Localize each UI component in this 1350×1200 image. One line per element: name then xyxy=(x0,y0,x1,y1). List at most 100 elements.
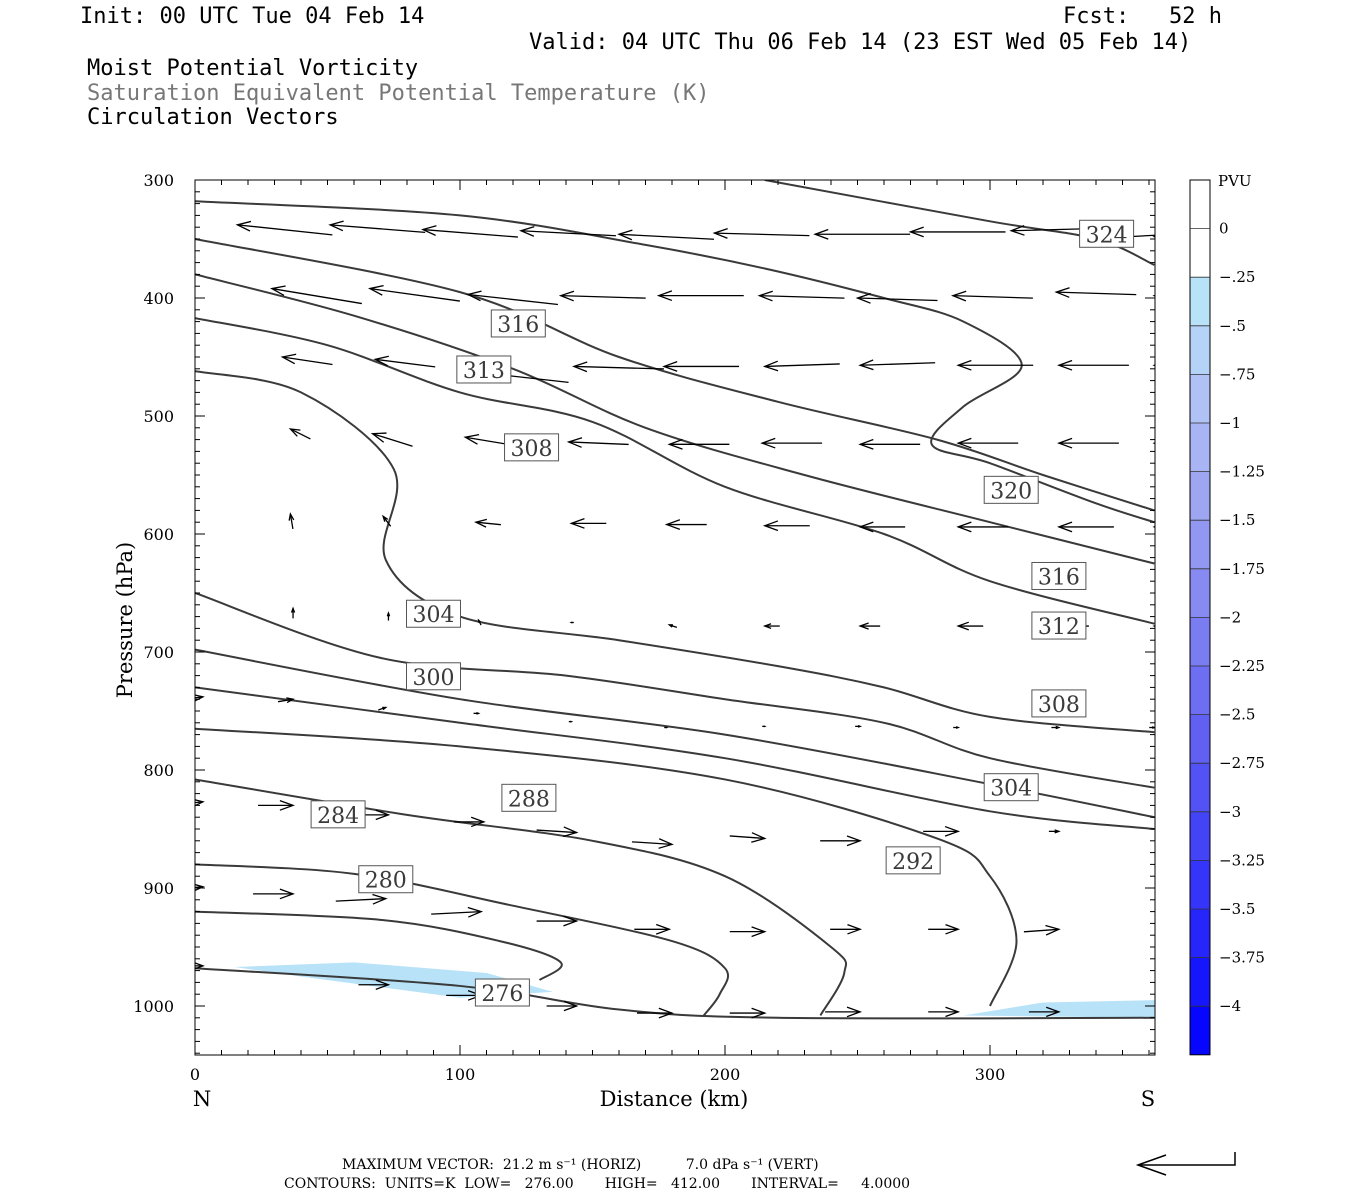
contour-label: 316 xyxy=(1031,561,1087,590)
circulation-vector xyxy=(617,229,715,241)
circulation-vector xyxy=(290,606,296,619)
circulation-vector xyxy=(558,290,646,302)
colorbar-swatch xyxy=(1190,568,1210,618)
circulation-vector xyxy=(953,726,961,729)
circulation-vector xyxy=(195,883,205,892)
colorbar-label: 0 xyxy=(1219,220,1229,238)
circulation-vector xyxy=(235,220,333,236)
x-tick-label: 100 xyxy=(445,1065,476,1084)
theta-e-contour-324 xyxy=(764,180,1155,266)
circulation-vector xyxy=(569,517,607,529)
circulation-vector xyxy=(760,437,823,449)
colorbar-swatch xyxy=(1190,909,1210,958)
theta-e-contour-284 xyxy=(195,863,730,1017)
cross-section-chart: 324 316 313 308 320 316 312 304 300 308 304 288 284 2… xyxy=(113,171,1265,1111)
field-title-mpv: Moist Potential Vorticity xyxy=(87,56,419,81)
circulation-vector xyxy=(258,799,295,811)
contour-label: 324 xyxy=(1079,219,1135,248)
circulation-vector xyxy=(1152,235,1155,238)
colorbar-swatch xyxy=(1190,423,1210,472)
theta-e-contour-276 xyxy=(195,967,1155,1020)
circulation-vector xyxy=(820,835,863,847)
colorbar-label: −.75 xyxy=(1219,365,1255,383)
x-end-label-north: N xyxy=(193,1087,211,1111)
x-tick-label: 300 xyxy=(975,1065,1006,1084)
circulation-vector xyxy=(1054,287,1137,298)
init-time: Init: 00 UTC Tue 04 Feb 14 xyxy=(80,4,425,29)
mpv-shade-region xyxy=(963,1000,1155,1018)
circulation-vector xyxy=(664,519,707,530)
circulation-vector xyxy=(956,359,1034,371)
colorbar-swatch xyxy=(1190,617,1210,666)
colorbar-swatch xyxy=(1190,471,1210,521)
colorbar-label: −3 xyxy=(1219,803,1241,821)
circulation-vector xyxy=(368,284,460,302)
contour-label: 288 xyxy=(501,783,557,812)
theta-e-contour-layer xyxy=(195,180,1155,1020)
reference-vector-icon xyxy=(1135,1152,1236,1176)
plot-frame xyxy=(194,179,1156,1056)
forecast-hour: Fcst: 52 h xyxy=(1063,4,1222,29)
y-axis-label: Pressure (hPa) xyxy=(113,542,137,698)
colorbar-label: −3.5 xyxy=(1219,900,1255,918)
circulation-vector xyxy=(631,838,674,849)
circulation-vector xyxy=(373,355,436,368)
colorbar-swatch xyxy=(1190,860,1210,909)
y-tick-label: 900 xyxy=(143,879,174,898)
circulation-vector xyxy=(858,622,881,630)
contour-label-text: 308 xyxy=(1038,693,1080,718)
mpv-shading-layer xyxy=(234,962,1155,1018)
field-title-thetae: Saturation Equivalent Potential Temperat… xyxy=(87,81,710,106)
circulation-vector xyxy=(637,1007,674,1019)
contour-label: 308 xyxy=(1031,689,1087,718)
colorbar-swatch xyxy=(1190,666,1210,715)
circulation-vector xyxy=(757,290,845,302)
circulation-vector xyxy=(1023,924,1061,936)
circulation-vector xyxy=(762,520,810,532)
theta-e-contour-304 xyxy=(195,592,1155,789)
circulation-vector xyxy=(928,1006,961,1018)
contour-label: 300 xyxy=(406,662,461,691)
circulation-vector xyxy=(253,888,295,900)
circulation-vector xyxy=(830,924,863,935)
circulation-vector xyxy=(858,438,921,450)
circulation-vector xyxy=(1152,364,1155,367)
circulation-vector xyxy=(956,621,984,631)
colorbar-label: −2.25 xyxy=(1219,657,1265,675)
contour-label-text: 292 xyxy=(892,850,934,875)
circulation-vector xyxy=(453,816,486,828)
contour-label: 320 xyxy=(983,475,1039,504)
axis-ticks xyxy=(194,179,1155,1055)
circulation-vector xyxy=(566,437,629,448)
colorbar-label: −2.75 xyxy=(1219,754,1265,772)
circulation-vector xyxy=(288,428,311,440)
colorbar-swatch xyxy=(1190,957,1210,1007)
colorbar-label: −.25 xyxy=(1219,268,1255,286)
circulation-vector xyxy=(195,694,205,702)
x-tick-label: 0 xyxy=(190,1065,200,1084)
circulation-vector xyxy=(1051,725,1061,730)
contour-label-text: 276 xyxy=(481,982,523,1007)
circulation-vector xyxy=(277,697,295,704)
y-tick-label: 600 xyxy=(143,525,174,544)
circulation-vector xyxy=(477,618,482,626)
contour-label-text: 316 xyxy=(497,313,539,338)
circulation-vector xyxy=(519,226,616,237)
circulation-vector xyxy=(1057,359,1129,371)
circulation-vector xyxy=(855,292,938,304)
circulation-vector xyxy=(858,521,906,533)
contour-label-text: 300 xyxy=(413,666,455,691)
contour-label: 292 xyxy=(885,846,941,875)
circulation-vector xyxy=(667,438,730,450)
field-title-vectors: Circulation Vectors xyxy=(87,105,339,130)
colorbar-swatch xyxy=(1190,763,1210,812)
contour-label: 312 xyxy=(1031,611,1087,640)
contour-label: 316 xyxy=(490,309,546,338)
circulation-vector xyxy=(536,826,579,838)
circulation-vector xyxy=(1057,437,1119,449)
circulation-vector xyxy=(195,962,205,970)
contour-label-text: 312 xyxy=(1038,615,1080,640)
theta-e-contour-316 xyxy=(195,273,1155,565)
circulation-vector xyxy=(762,725,767,728)
contour-label-layer: 324 316 313 308 320 316 312 304 300 308 304 288 284 2… xyxy=(310,219,1135,1007)
